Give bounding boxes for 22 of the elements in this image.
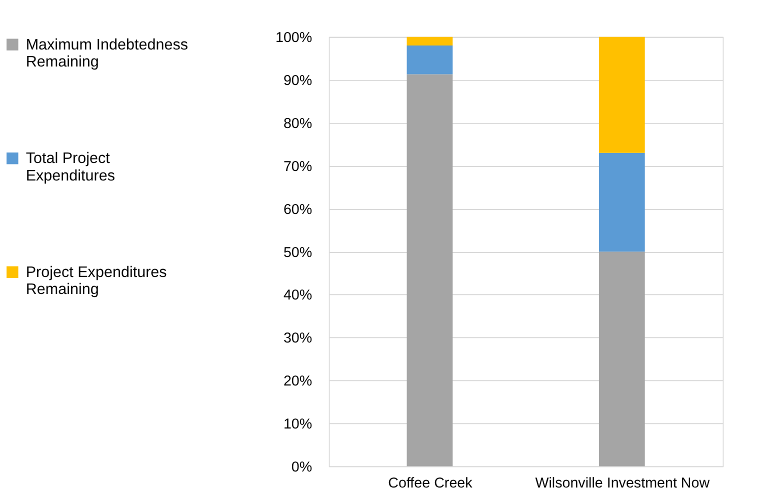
bar <box>406 36 453 46</box>
legend-label: Maximum Indebtedness Remaining <box>26 36 188 71</box>
x-tick-label: Coffee Creek <box>388 476 474 492</box>
x-tick-label: Wilsonville Investment Now <box>535 476 710 492</box>
y-tick-label: 50% <box>283 244 312 261</box>
y-tick-label: 10% <box>283 416 312 433</box>
legend-label: Total Project Expenditures <box>26 150 116 184</box>
legend-label: Project Expenditures Remaining <box>26 264 168 298</box>
bar <box>406 46 453 74</box>
bar <box>598 252 645 466</box>
y-tick-label: 40% <box>283 288 312 304</box>
y-tick-label: 90% <box>283 73 312 90</box>
bar <box>598 152 645 252</box>
y-tick-label: 80% <box>283 116 312 132</box>
bar <box>598 36 645 153</box>
y-tick-label: 60% <box>283 202 312 218</box>
y-tick-label: 100% <box>275 30 312 46</box>
y-tick-label: 0% <box>291 459 312 476</box>
y-tick-label: 70% <box>283 158 312 175</box>
y-tick-label: 30% <box>283 330 312 347</box>
y-tick-label: 20% <box>283 374 312 390</box>
bar <box>406 74 453 466</box>
